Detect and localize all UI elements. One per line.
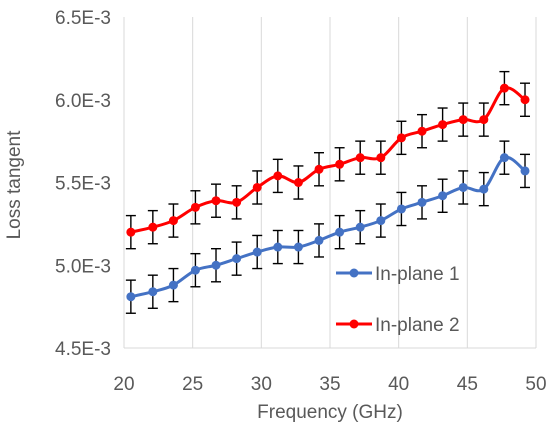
data-point	[479, 184, 489, 194]
data-point	[211, 260, 221, 270]
data-point	[417, 197, 427, 207]
x-tick-label: 20	[113, 374, 134, 395]
legend: In-plane 1 In-plane 2	[336, 264, 460, 336]
y-tick-label: 4.5E-3	[55, 339, 111, 360]
x-tick-label: 35	[319, 374, 340, 395]
data-point	[355, 153, 365, 163]
data-point	[438, 120, 448, 130]
data-point	[499, 153, 509, 163]
series-line	[130, 86, 526, 234]
gridlines	[192, 17, 537, 348]
x-tick-label: 40	[388, 374, 409, 395]
data-point	[479, 115, 489, 125]
data-point	[148, 222, 158, 232]
data-point	[168, 216, 178, 226]
data-point	[190, 202, 200, 212]
data-point	[126, 227, 136, 237]
y-axis-title: Loss tangent	[4, 130, 25, 240]
data-point	[458, 182, 468, 192]
data-point	[252, 247, 262, 257]
data-point	[314, 164, 324, 174]
data-point	[335, 159, 345, 169]
data-point	[438, 191, 448, 201]
data-point	[355, 222, 365, 232]
data-point	[190, 265, 200, 275]
data-point	[458, 115, 468, 125]
data-point	[232, 197, 242, 207]
legend-label: In-plane 2	[375, 315, 460, 336]
tick-labels: 20 25 30 35 40 45 50 4.5E-3 5.0E-3 5.5E-3 6.0E-3 6.…	[55, 8, 547, 395]
x-tick-label: 25	[182, 374, 203, 395]
data-point	[396, 204, 406, 214]
data-point	[520, 166, 530, 176]
series-2	[125, 70, 531, 250]
y-tick-label: 5.5E-3	[55, 174, 111, 195]
x-tick-label: 30	[251, 374, 272, 395]
legend-marker	[349, 319, 359, 329]
x-tick-label: 45	[457, 374, 478, 395]
data-point	[211, 196, 221, 206]
data-point	[126, 292, 136, 302]
data-point	[417, 126, 427, 136]
data-point	[148, 287, 158, 297]
y-tick-label: 5.0E-3	[55, 256, 111, 277]
data-point	[314, 235, 324, 245]
data-point	[168, 280, 178, 290]
legend-item-1: In-plane 1	[336, 264, 460, 285]
data-point	[252, 182, 262, 192]
axes	[123, 17, 536, 349]
data-point	[232, 254, 242, 264]
legend-marker	[349, 268, 359, 278]
legend-item-2: In-plane 2	[336, 315, 460, 336]
data-point	[335, 227, 345, 237]
series-line	[130, 155, 526, 299]
data-point	[376, 216, 386, 226]
data-point	[273, 242, 283, 252]
data-point	[520, 95, 530, 105]
x-axis-title: Frequency (GHz)	[257, 402, 403, 423]
x-tick-label: 50	[525, 374, 546, 395]
y-tick-label: 6.0E-3	[55, 91, 111, 112]
data-point	[396, 133, 406, 143]
y-tick-label: 6.5E-3	[55, 8, 111, 29]
data-point	[499, 83, 509, 93]
series-layer	[125, 70, 531, 314]
data-point	[293, 242, 303, 252]
legend-label: In-plane 1	[375, 264, 460, 285]
data-point	[293, 178, 303, 187]
data-point	[273, 171, 283, 181]
data-point	[376, 153, 386, 163]
series-1	[125, 140, 531, 314]
